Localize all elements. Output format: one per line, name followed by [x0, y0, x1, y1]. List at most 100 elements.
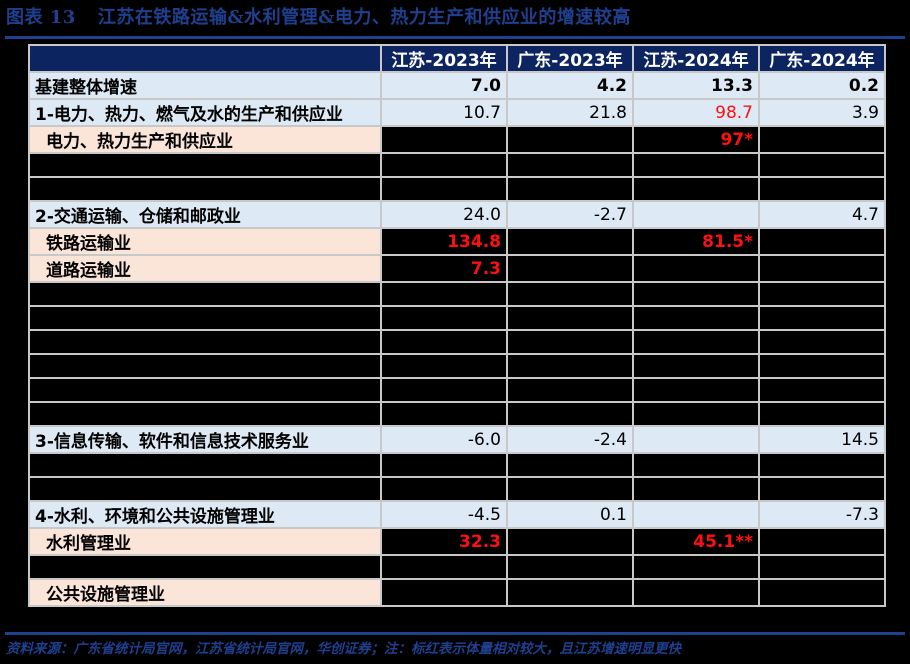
cell-value: [506, 527, 634, 556]
cell-value: [632, 176, 760, 202]
cell-value: [380, 152, 508, 178]
figure-number: 图表 13: [6, 7, 76, 28]
cell-value: [506, 305, 634, 331]
cell-value: [506, 476, 634, 502]
row-label: 1-电力、热力、燃气及水的生产和供应业: [28, 98, 382, 127]
row-label: [28, 305, 382, 331]
cell-value: [632, 578, 760, 607]
cell-value: 3.9: [758, 98, 886, 127]
cell-value: [758, 152, 886, 178]
row-label: [28, 329, 382, 355]
table-row: 水利管理业 32.3 45.1**: [28, 527, 886, 556]
cell-value: 134.8: [380, 227, 508, 256]
growth-table: 江苏-2023年 广东-2023年 江苏-2024年 广东-2024年 基建整体…: [28, 44, 886, 607]
cell-value: [380, 329, 508, 355]
blank-row: [28, 176, 886, 202]
row-label: 4-水利、环境和公共设施管理业: [28, 500, 382, 529]
cell-value: 0.1: [506, 500, 634, 529]
table-row: 2-交通运输、仓储和邮政业 24.0 -2.7 4.7: [28, 200, 886, 229]
table-row: 1-电力、热力、燃气及水的生产和供应业 10.7 21.8 98.7 3.9: [28, 98, 886, 127]
cell-value: 97*: [632, 125, 760, 154]
table-row: 基建整体增速 7.0 4.2 13.3 0.2: [28, 71, 886, 100]
cell-value: [632, 152, 760, 178]
blank-row: [28, 476, 886, 502]
row-label: [28, 476, 382, 502]
table-row: 4-水利、环境和公共设施管理业 -4.5 0.1 -7.3: [28, 500, 886, 529]
cell-value: [632, 452, 760, 478]
top-rule: [5, 36, 905, 39]
cell-value: [758, 254, 886, 283]
cell-value: 24.0: [380, 200, 508, 229]
cell-value: -2.7: [506, 200, 634, 229]
cell-value: [506, 125, 634, 154]
blank-row: [28, 401, 886, 427]
table-row: 道路运输业 7.3: [28, 254, 886, 283]
cell-value: [380, 578, 508, 607]
header-row: 江苏-2023年 广东-2023年 江苏-2024年 广东-2024年: [28, 44, 886, 73]
cell-value: [758, 377, 886, 403]
cell-value: [506, 176, 634, 202]
cell-value: [380, 401, 508, 427]
row-label: 水利管理业: [28, 527, 382, 556]
cell-value: [632, 305, 760, 331]
row-label: [28, 152, 382, 178]
cell-value: [506, 227, 634, 256]
row-label: [28, 452, 382, 478]
row-label: [28, 281, 382, 307]
cell-value: 98.7: [632, 98, 760, 127]
cell-value: 7.0: [380, 71, 508, 100]
cell-value: [506, 353, 634, 379]
row-label: [28, 377, 382, 403]
cell-value: 32.3: [380, 527, 508, 556]
row-label: 道路运输业: [28, 254, 382, 283]
cell-value: [506, 377, 634, 403]
blank-row: [28, 305, 886, 331]
cell-value: [632, 500, 760, 529]
figure-title-text: 江苏在铁路运输&水利管理&电力、热力生产和供应业的增速较高: [97, 7, 631, 28]
blank-row: [28, 554, 886, 580]
row-label: [28, 401, 382, 427]
cell-value: 7.3: [380, 254, 508, 283]
cell-value: -6.0: [380, 425, 508, 454]
cell-value: -4.5: [380, 500, 508, 529]
blank-row: [28, 377, 886, 403]
blank-row: [28, 152, 886, 178]
cell-value: [758, 401, 886, 427]
row-label: 公共设施管理业: [28, 578, 382, 607]
row-label: [28, 176, 382, 202]
row-label: 铁路运输业: [28, 227, 382, 256]
row-label: 2-交通运输、仓储和邮政业: [28, 200, 382, 229]
cell-value: -7.3: [758, 500, 886, 529]
blank-row: [28, 281, 886, 307]
cell-value: 14.5: [758, 425, 886, 454]
cell-value: [758, 281, 886, 307]
cell-value: 13.3: [632, 71, 760, 100]
cell-value: [758, 329, 886, 355]
cell-value: [632, 476, 760, 502]
cell-value: [758, 476, 886, 502]
cell-value: [506, 281, 634, 307]
cell-value: [758, 176, 886, 202]
cell-value: [380, 452, 508, 478]
cell-value: [506, 452, 634, 478]
cell-value: 21.8: [506, 98, 634, 127]
cell-value: [758, 578, 886, 607]
row-label: [28, 353, 382, 379]
cell-value: [632, 401, 760, 427]
cell-value: [758, 227, 886, 256]
cell-value: [506, 578, 634, 607]
table-row: 公共设施管理业: [28, 578, 886, 607]
cell-value: 4.2: [506, 71, 634, 100]
blank-row: [28, 353, 886, 379]
cell-value: [632, 254, 760, 283]
cell-value: [632, 425, 760, 454]
cell-value: 0.2: [758, 71, 886, 100]
cell-value: [380, 125, 508, 154]
cell-value: [632, 200, 760, 229]
cell-value: [758, 125, 886, 154]
row-label: 3-信息传输、软件和信息技术服务业: [28, 425, 382, 454]
row-label: [28, 554, 382, 580]
cell-value: [632, 329, 760, 355]
table-row: 3-信息传输、软件和信息技术服务业 -6.0 -2.4 14.5: [28, 425, 886, 454]
cell-value: [380, 353, 508, 379]
